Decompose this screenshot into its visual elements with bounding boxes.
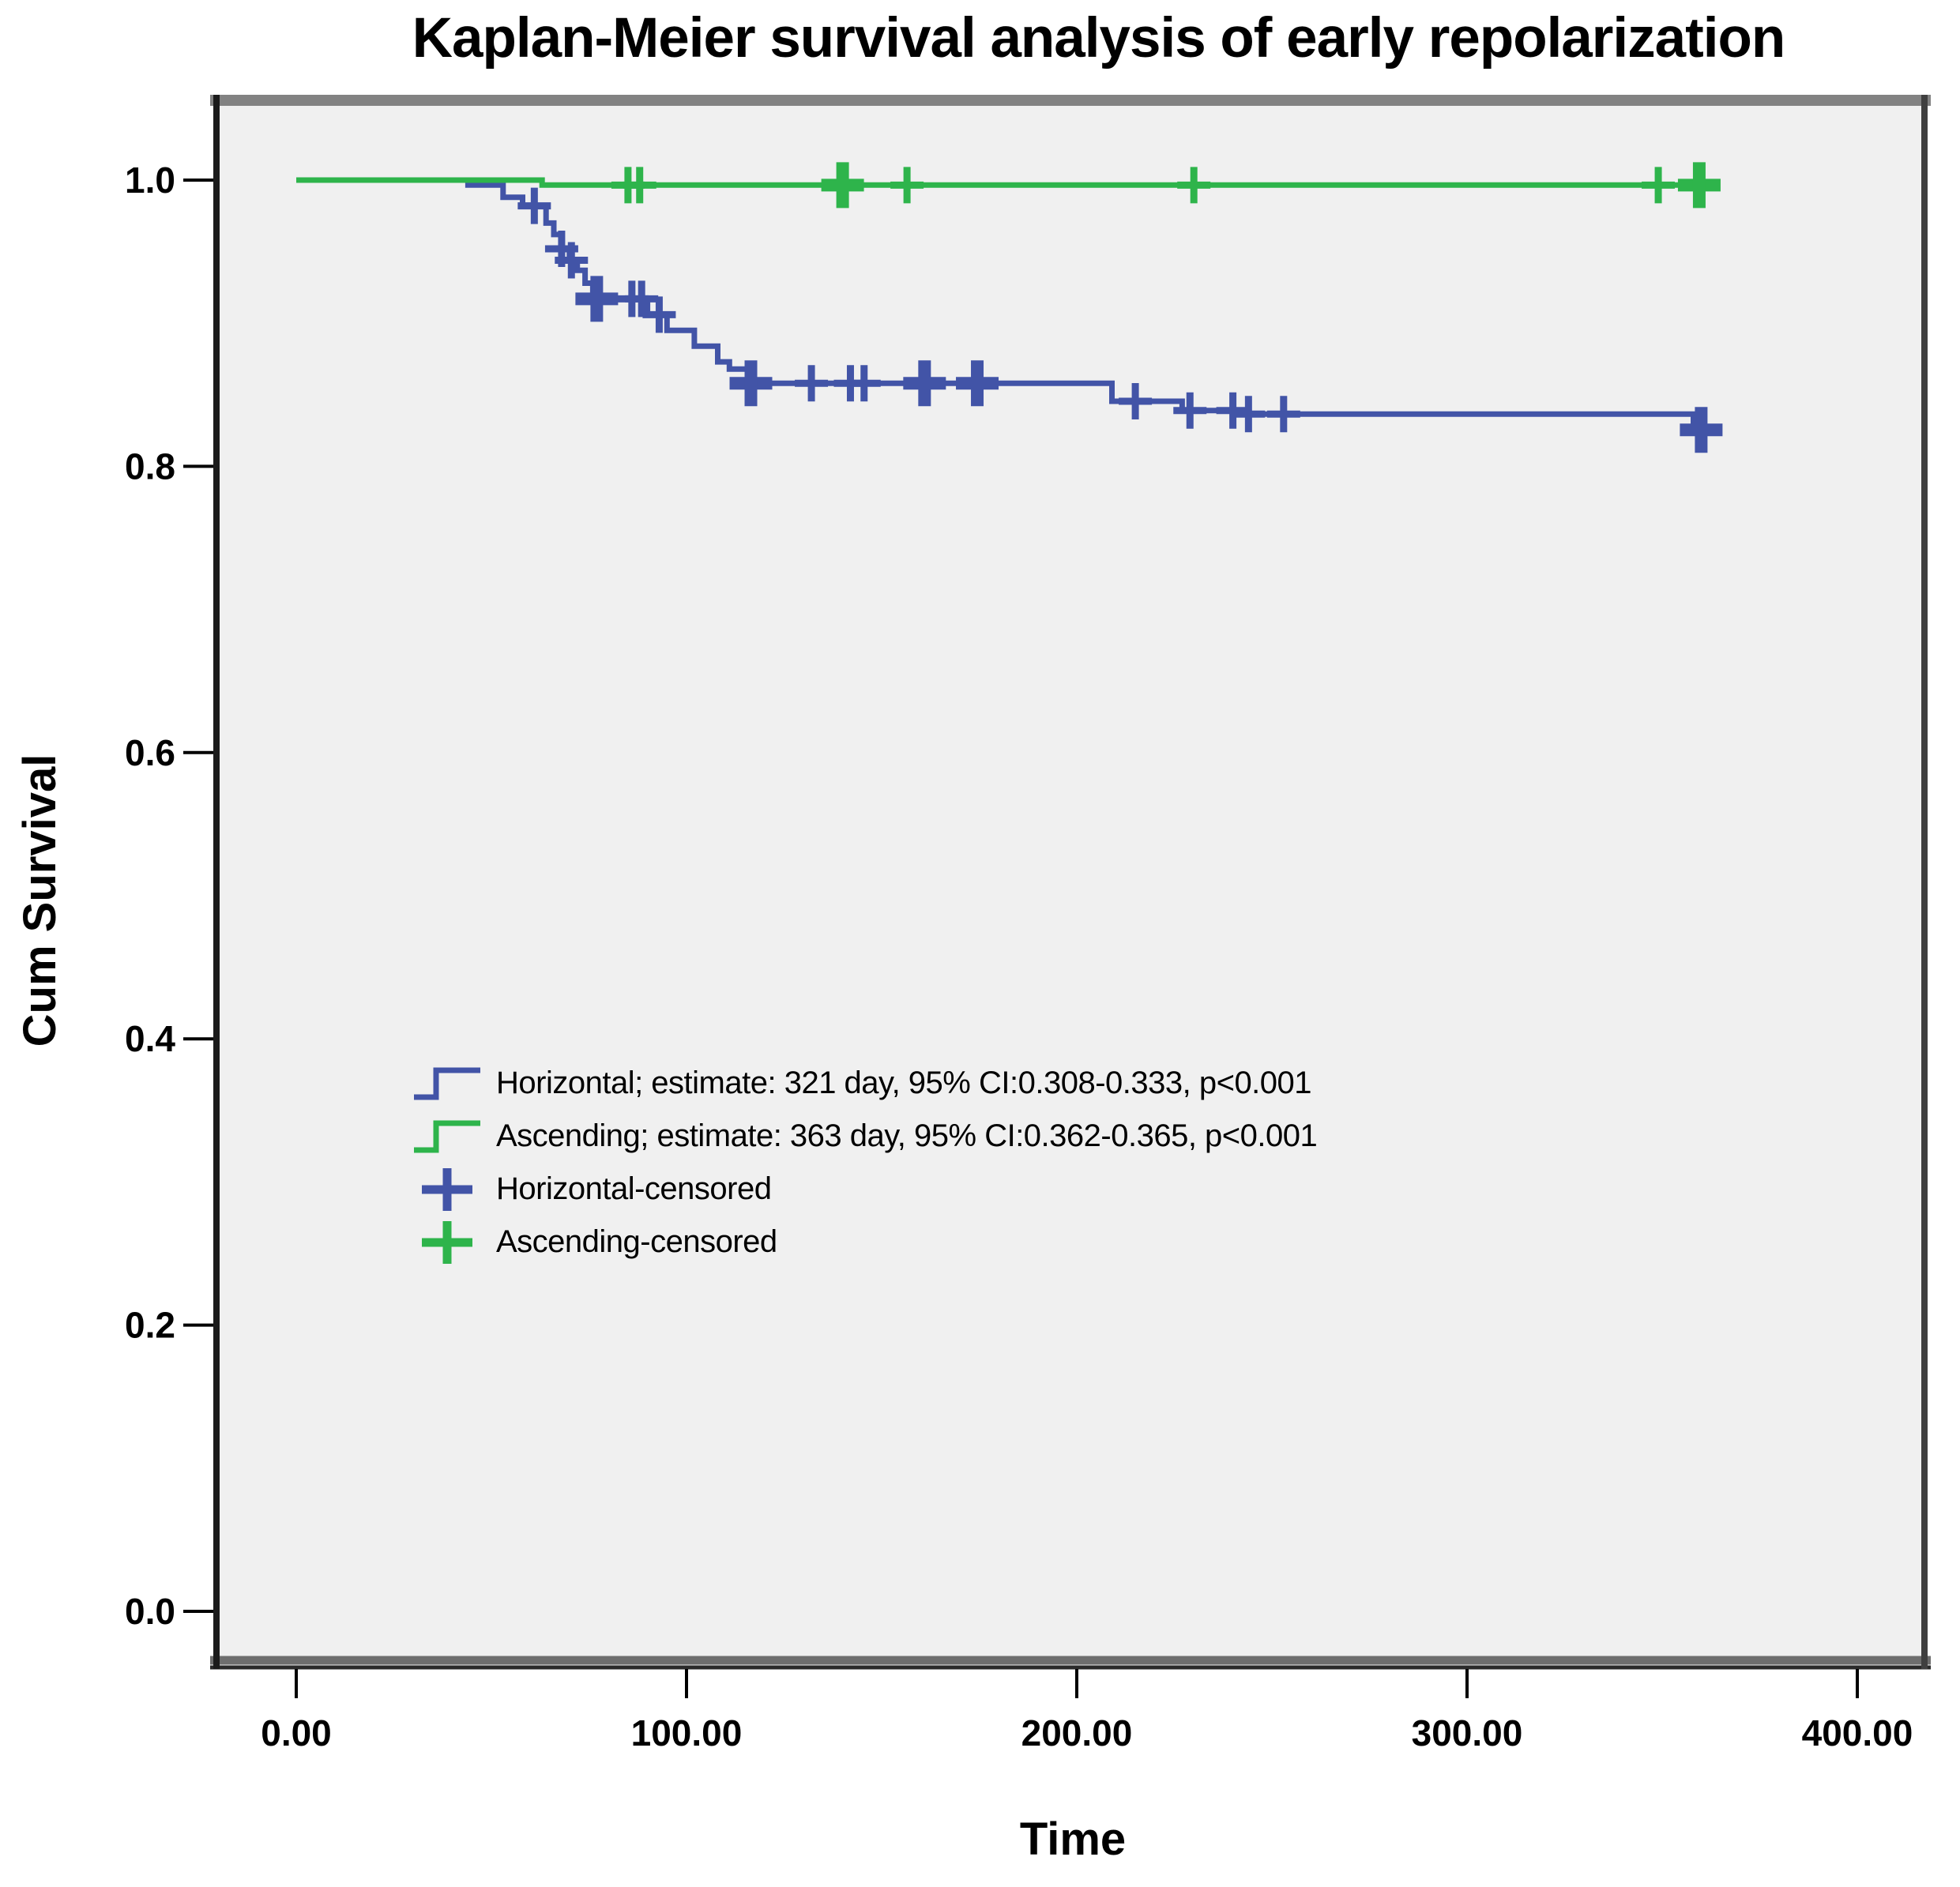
censor-mark-ascending <box>890 167 924 204</box>
legend-row: Ascending; estimate: 363 day, 95% CI:0.3… <box>411 1110 1318 1163</box>
censor-mark-horizontal <box>555 242 589 279</box>
x-axis-title: Time <box>1020 1814 1126 1865</box>
censor-mark-horizontal <box>1680 407 1723 453</box>
censor-mark-horizontal <box>575 276 619 322</box>
censor-mark-horizontal <box>625 280 659 318</box>
x-tick-label: 100.00 <box>631 1712 743 1754</box>
chart-title: Kaplan-Meier survival analysis of early … <box>412 7 1785 70</box>
legend-censored-plus-icon <box>422 1167 472 1211</box>
y-tick-label: 0.8 <box>125 445 175 487</box>
y-tick-label: 0.0 <box>125 1591 175 1632</box>
censor-mark-ascending <box>623 167 656 204</box>
plot-frame <box>210 95 1931 1670</box>
survival-curve-ascending <box>296 177 1717 188</box>
axis-ticks: 1.0 0.8 0.6 0.4 0.2 0.0 0.00 100.00 200.00 300.00… <box>125 160 1913 1754</box>
censor-mark-horizontal <box>729 360 773 407</box>
x-tick-label: 0.00 <box>261 1712 332 1754</box>
legend-row: Horizontal; estimate: 321 day, 95% CI:0.… <box>411 1057 1317 1110</box>
censor-mark-ascending <box>821 162 864 209</box>
censor-mark-horizontal <box>1216 392 1250 429</box>
censor-mark-horizontal <box>517 187 551 224</box>
y-tick-label: 0.6 <box>125 732 175 773</box>
censor-mark-horizontal <box>1232 396 1266 433</box>
censor-mark-horizontal <box>642 296 676 333</box>
y-tick-label: 0.2 <box>125 1305 175 1346</box>
censor-mark-ascending <box>1642 167 1676 204</box>
legend-step-line <box>414 1067 480 1099</box>
legend-row: Ascending-censored <box>411 1216 1317 1269</box>
x-tick-label: 200.00 <box>1021 1712 1133 1754</box>
y-tick-label: 0.4 <box>125 1018 175 1059</box>
censor-mark-horizontal <box>956 360 999 407</box>
legend-step-swatch-icon <box>414 1067 480 1099</box>
censor-mark-horizontal <box>1173 392 1207 429</box>
y-tick-label: 1.0 <box>125 160 175 201</box>
legend-label: Ascending-censored <box>496 1224 777 1259</box>
survival-curves <box>296 162 1723 453</box>
legend-censored-plus-icon <box>422 1220 472 1264</box>
legend-label: Horizontal-censored <box>496 1171 772 1206</box>
censor-mark-ascending <box>1177 167 1211 204</box>
y-axis-title: Cum Survival <box>14 754 66 1047</box>
censor-mark-horizontal <box>1119 382 1153 419</box>
x-tick-label: 400.00 <box>1802 1712 1913 1754</box>
censor-mark-horizontal <box>847 365 881 402</box>
legend-label: Ascending; estimate: 363 day, 95% CI:0.3… <box>496 1118 1318 1153</box>
legend: Horizontal; estimate: 321 day, 95% CI:0.… <box>411 1057 1318 1269</box>
legend-step-swatch-icon <box>414 1120 480 1152</box>
censor-mark-horizontal <box>795 365 829 402</box>
plot-background <box>213 95 1928 1667</box>
censor-mark-ascending <box>1677 162 1721 209</box>
legend-label: Horizontal; estimate: 321 day, 95% CI:0.… <box>496 1066 1312 1100</box>
legend-step-line <box>414 1120 480 1152</box>
censor-mark-horizontal <box>903 360 946 407</box>
legend-row: Horizontal-censored <box>411 1163 1317 1216</box>
censor-mark-horizontal <box>1266 396 1300 433</box>
x-tick-label: 300.00 <box>1412 1712 1523 1754</box>
